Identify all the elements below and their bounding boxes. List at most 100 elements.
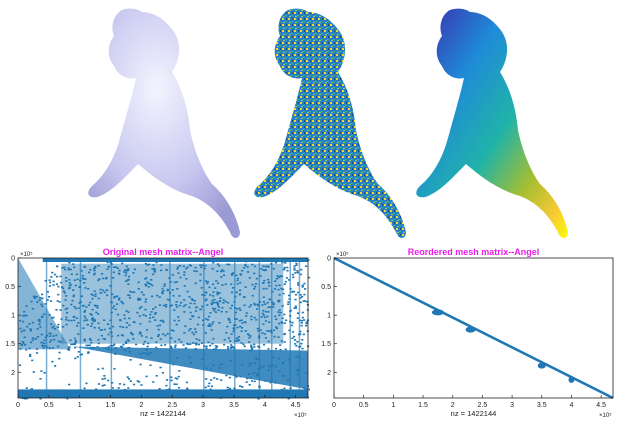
nz-mark (257, 330, 260, 332)
nz-mark (265, 287, 268, 290)
nz-mark (277, 311, 280, 313)
nz-mark (126, 376, 129, 378)
nz-mark (68, 383, 71, 386)
nz-mark (278, 314, 281, 316)
nz-mark (159, 269, 163, 272)
nz-mark (244, 330, 247, 332)
nz-mark (68, 286, 71, 289)
nz-mark (97, 368, 100, 370)
nz-mark (194, 328, 197, 330)
nz-mark (228, 376, 231, 379)
nz-mark (235, 376, 238, 378)
nz-mark (96, 306, 99, 309)
nz-mark (268, 285, 271, 287)
nz-mark (227, 317, 230, 320)
nz-column-streak (258, 258, 261, 398)
nz-mark (273, 329, 276, 332)
nz-mark (255, 319, 258, 321)
nz-mark (294, 272, 297, 274)
nz-mark (195, 270, 198, 273)
nz-mark (174, 344, 177, 347)
nz-mark (155, 375, 158, 377)
nz-mark (261, 332, 264, 334)
nz-mark (295, 264, 298, 266)
nz-mark (262, 265, 265, 267)
nz-mark (176, 378, 179, 380)
nz-column-streak (234, 258, 236, 398)
nz-mark (93, 326, 96, 329)
nz-mark (213, 301, 216, 304)
nz-mark (70, 343, 73, 346)
nz-mark (253, 265, 257, 268)
nz-mark (249, 335, 252, 337)
nz-mark (125, 280, 128, 282)
nz-mark (221, 284, 224, 286)
nz-mark (66, 311, 69, 314)
nz-mark (200, 266, 203, 269)
nz-mark (292, 276, 295, 279)
nz-mark (251, 263, 254, 266)
nz-mark (152, 381, 155, 383)
nz-mark (204, 291, 207, 293)
nz-mark (277, 336, 280, 338)
nz-mark (307, 388, 310, 391)
nz-mark (214, 287, 217, 289)
nz-mark (248, 384, 251, 386)
y-tick-label: 1 (11, 313, 15, 320)
nz-mark (213, 298, 216, 301)
nz-mark (301, 347, 304, 350)
nz-mark (99, 292, 102, 294)
nz-mark (217, 282, 220, 285)
y-tick-label: 0.5 (5, 284, 15, 291)
x-tick-label: 3.5 (537, 402, 547, 409)
nz-mark (150, 337, 153, 339)
nz-mark (262, 287, 265, 290)
nz-mark (250, 380, 254, 382)
nz-mark (69, 268, 72, 271)
nz-mark (194, 310, 198, 312)
nz-mark (101, 367, 104, 370)
nz-mark (280, 322, 284, 324)
nz-mark (95, 311, 98, 314)
nz-mark (302, 300, 305, 302)
nz-mark (146, 264, 149, 266)
nz-mark (106, 289, 109, 292)
nz-row-band (42, 258, 309, 262)
nz-mark (91, 298, 94, 300)
nz-mark (193, 270, 196, 272)
nz-mark (144, 262, 147, 265)
nz-mark (212, 295, 215, 297)
nz-mark (194, 282, 197, 285)
nz-mark (108, 327, 111, 330)
x-tick-label: 0 (332, 402, 336, 409)
nz-mark (154, 312, 157, 314)
nz-mark (235, 318, 238, 320)
nz-mark (152, 308, 155, 310)
nz-mark (268, 330, 271, 332)
nz-mark (280, 275, 283, 278)
nz-mark (208, 323, 211, 325)
nz-mark (174, 340, 177, 343)
nz-mark (73, 266, 76, 269)
nz-mark (253, 346, 256, 348)
nz-mark (56, 275, 59, 278)
nz-mark (74, 284, 77, 287)
nz-mark (272, 306, 275, 308)
nz-fill-in (465, 326, 476, 333)
nz-mark (113, 343, 116, 346)
nz-mark (301, 316, 304, 319)
nz-mark (278, 322, 281, 325)
nz-mark (81, 275, 84, 277)
nz-mark (93, 304, 96, 307)
nz-mark (106, 268, 109, 270)
nz-mark (264, 320, 268, 322)
nz-mark (295, 345, 298, 347)
nz-mark (83, 315, 86, 318)
nz-mark (98, 327, 101, 329)
nz-mark (256, 327, 259, 330)
nz-mark (123, 383, 126, 386)
nz-mark (239, 309, 242, 311)
nz-mark (223, 343, 226, 346)
nz-mark (195, 306, 198, 309)
nz-mark (178, 338, 181, 341)
